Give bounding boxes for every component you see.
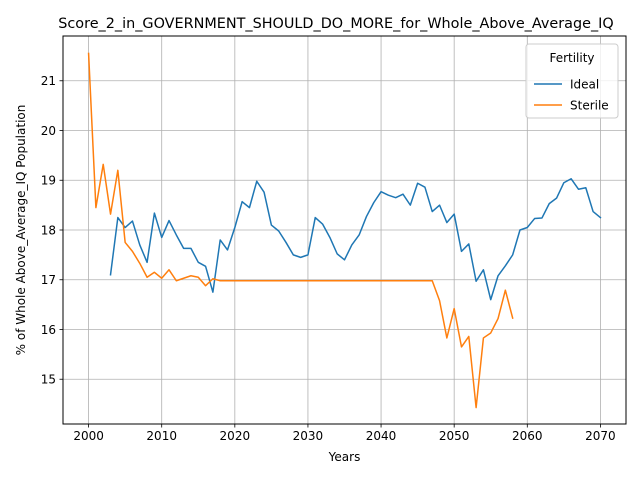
- y-tick-label: 18: [41, 223, 56, 237]
- y-tick-label: 20: [41, 124, 56, 138]
- legend-label-ideal: Ideal: [570, 77, 599, 91]
- x-tick-label: 2040: [366, 429, 397, 443]
- y-tick-label: 15: [41, 373, 56, 387]
- legend-title: Fertility: [549, 51, 594, 65]
- x-tick-label: 2050: [439, 429, 470, 443]
- y-tick-label: 19: [41, 174, 56, 188]
- y-tick-label: 21: [41, 74, 56, 88]
- legend-label-sterile: Sterile: [570, 98, 609, 112]
- legend: Fertility Ideal Sterile: [525, 43, 619, 119]
- grid: [63, 36, 626, 424]
- x-tick-label: 2030: [293, 429, 324, 443]
- x-tick-label: 2020: [220, 429, 251, 443]
- y-axis-label: % of Whole Above_Average_IQ Population: [14, 105, 28, 356]
- series-line-ideal: [109, 178, 602, 301]
- series-line-sterile: [87, 52, 514, 409]
- x-axis-label: Years: [328, 450, 361, 464]
- x-tick-label: 2070: [585, 429, 616, 443]
- chart-title: Score_2_in_GOVERNMENT_SHOULD_DO_MORE_for…: [58, 16, 614, 32]
- x-axis-ticks: 2000 2010 2020 2030 2040 2050 2060 2070: [73, 424, 616, 443]
- y-axis-ticks: 15 16 17 18 19 20 21: [41, 74, 63, 387]
- x-tick-label: 2010: [146, 429, 177, 443]
- y-tick-label: 16: [41, 323, 56, 337]
- legend-box: [525, 43, 619, 119]
- x-tick-label: 2060: [512, 429, 543, 443]
- series-lines: [87, 52, 602, 409]
- x-tick-label: 2000: [73, 429, 104, 443]
- y-tick-label: 17: [41, 273, 56, 287]
